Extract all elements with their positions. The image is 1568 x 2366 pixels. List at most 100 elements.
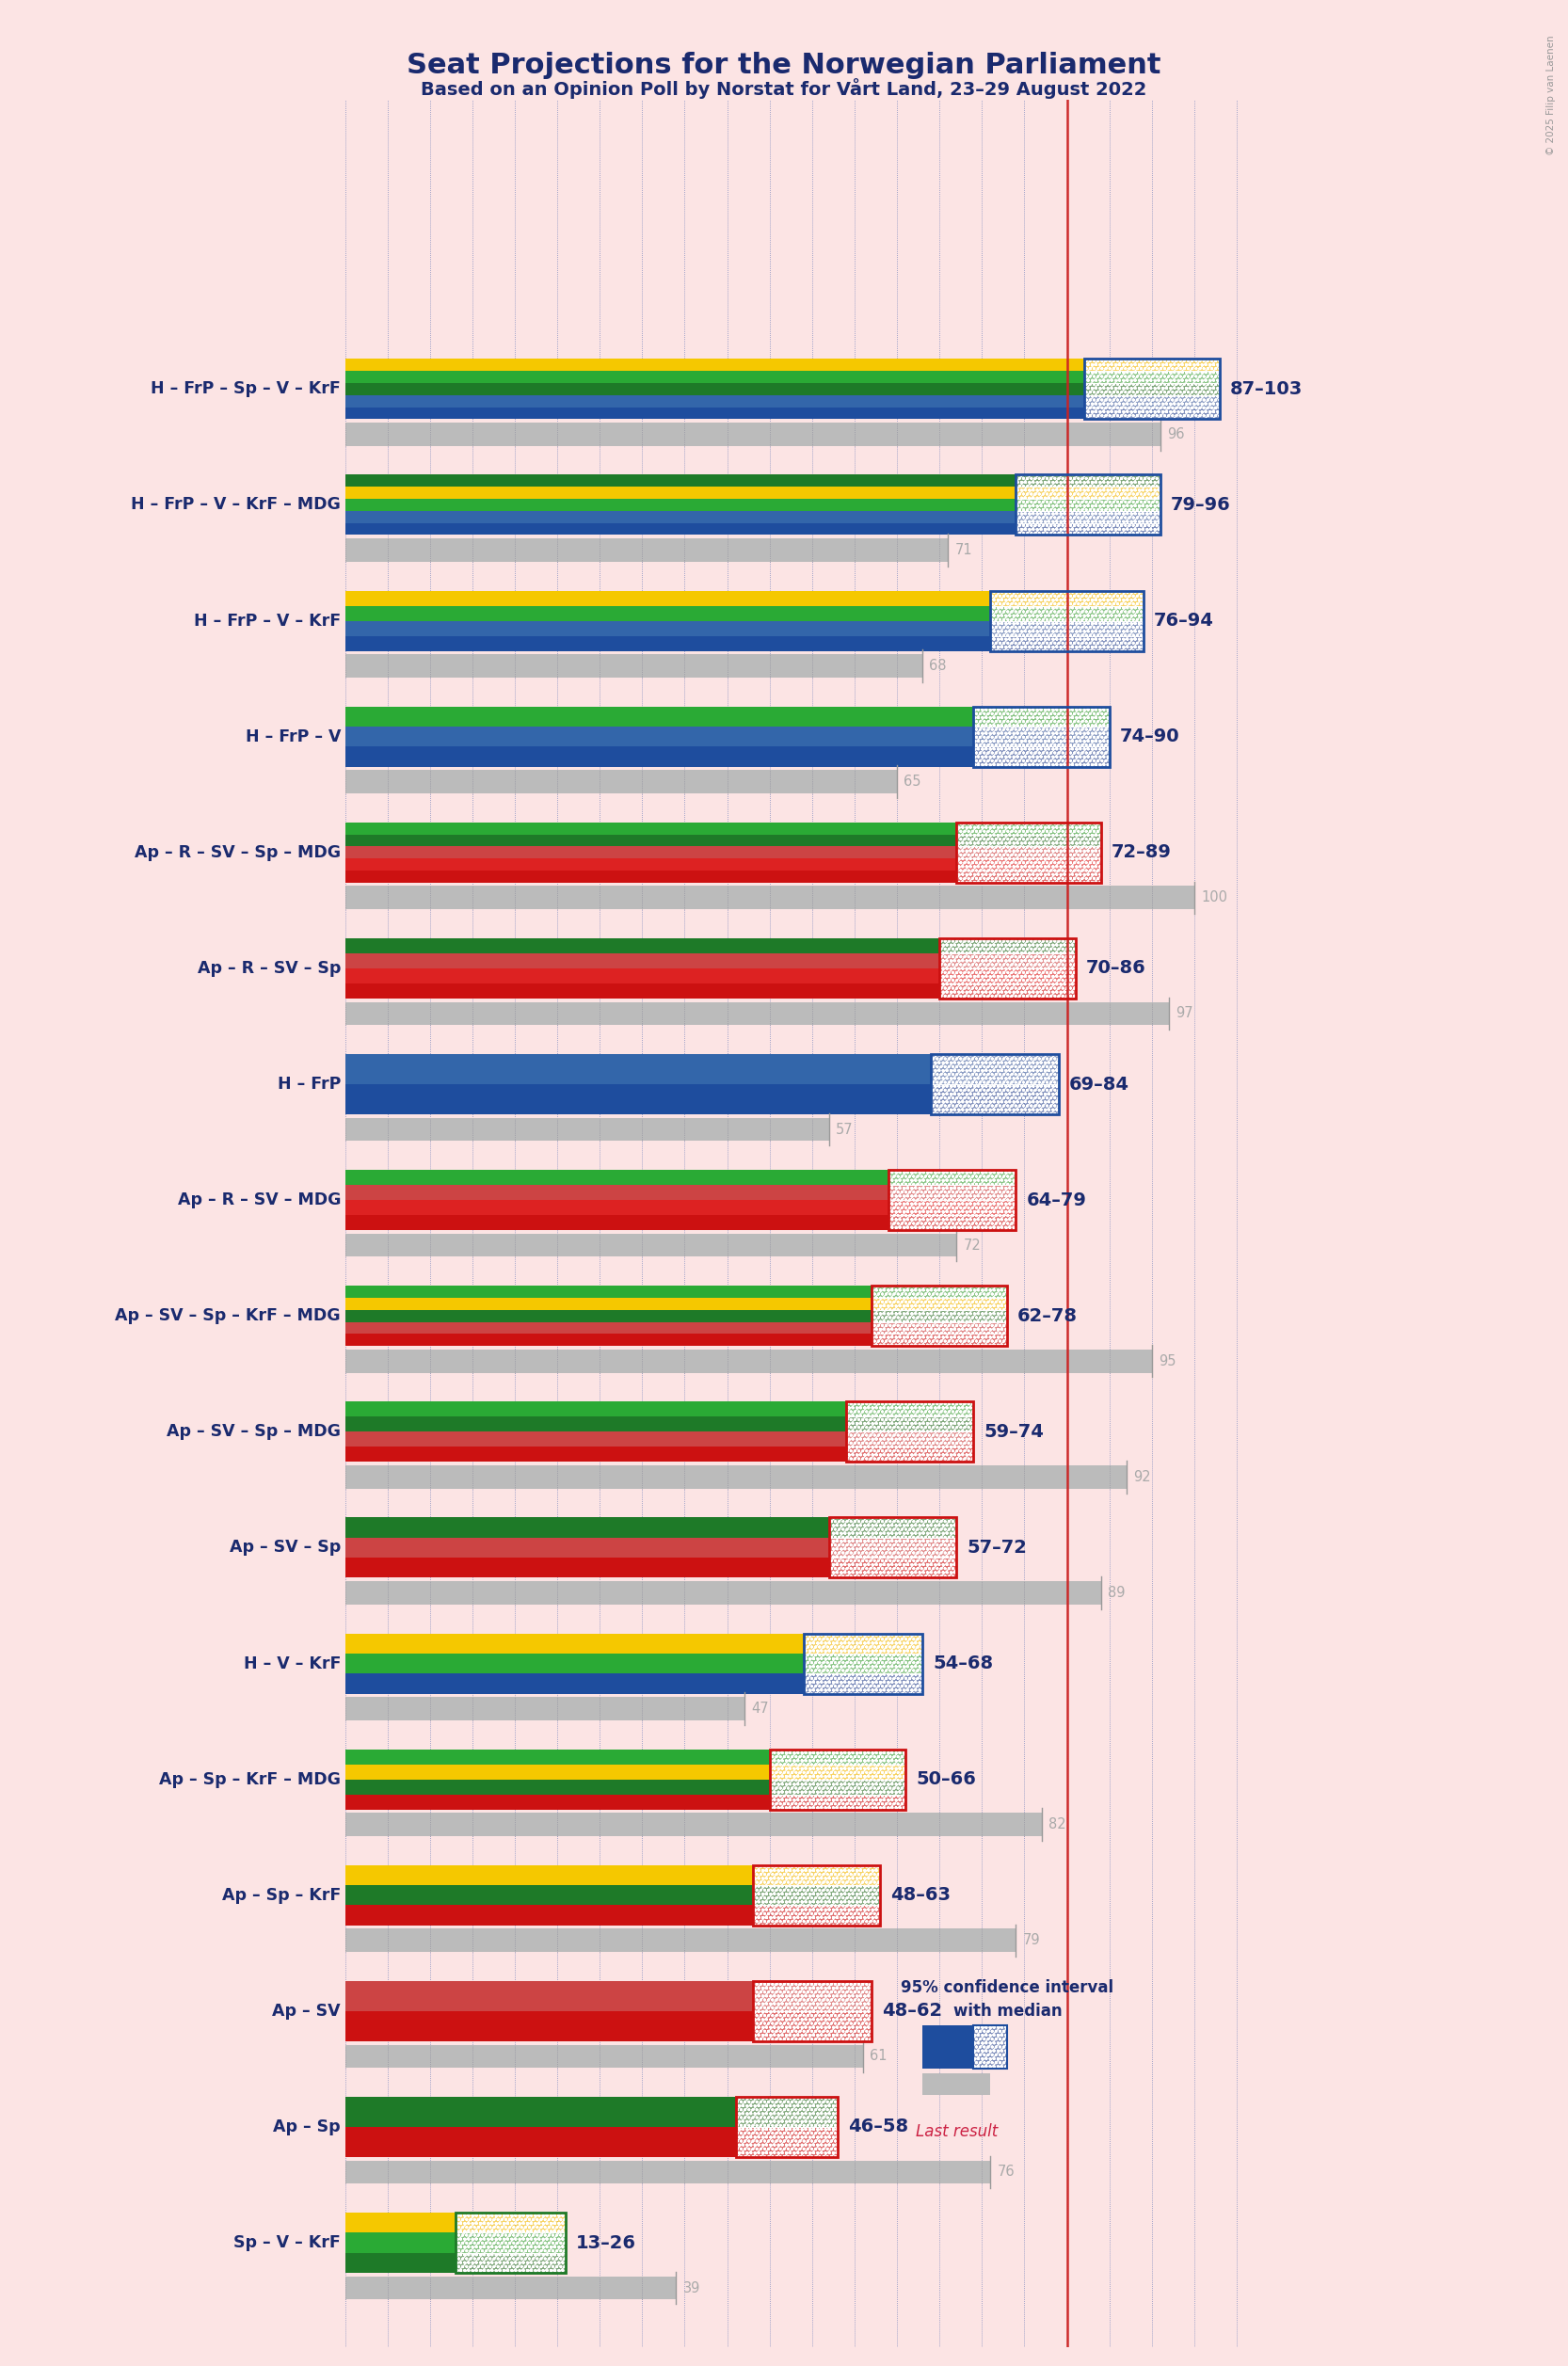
Text: 47: 47 <box>751 1701 768 1715</box>
Bar <box>931 1055 1058 1084</box>
Bar <box>345 1285 872 1299</box>
Bar <box>345 1084 931 1114</box>
Bar <box>735 2127 837 2158</box>
Bar <box>872 1311 1008 1323</box>
Bar <box>872 1334 1008 1346</box>
Bar <box>889 1185 1016 1200</box>
Bar <box>735 2127 837 2158</box>
Bar <box>753 1905 880 1926</box>
Bar <box>889 1200 1016 1216</box>
Bar <box>974 726 1110 748</box>
Bar <box>889 1185 1016 1200</box>
Bar <box>829 1517 956 1578</box>
Bar <box>889 1185 1016 1200</box>
Bar <box>770 1793 906 1810</box>
Bar <box>770 1779 906 1793</box>
Bar <box>939 984 1076 998</box>
Bar <box>889 1169 1016 1185</box>
Bar <box>803 1654 922 1673</box>
Bar <box>931 1055 1058 1114</box>
Bar <box>956 847 1101 859</box>
Bar <box>345 1538 829 1557</box>
Bar <box>345 1465 1126 1488</box>
Bar <box>345 1557 829 1578</box>
Bar <box>345 1431 847 1448</box>
Bar <box>922 2073 991 2094</box>
Bar <box>345 1765 770 1779</box>
Bar <box>345 1812 1041 1836</box>
Bar <box>931 1084 1058 1114</box>
Bar <box>770 1779 906 1793</box>
Text: 76–94: 76–94 <box>1154 613 1214 629</box>
Bar <box>1016 476 1160 535</box>
Bar <box>872 1311 1008 1323</box>
Bar <box>345 1905 753 1926</box>
Bar <box>974 2025 1007 2068</box>
Bar <box>1083 383 1220 395</box>
Bar <box>345 2252 455 2274</box>
Text: 95: 95 <box>1159 1353 1176 1368</box>
Bar <box>956 871 1101 883</box>
Bar <box>991 592 1143 606</box>
Text: 54–68: 54–68 <box>933 1654 993 1673</box>
Bar <box>991 636 1143 651</box>
Bar <box>931 1084 1058 1114</box>
Bar <box>956 823 1101 883</box>
Bar <box>1016 476 1160 487</box>
Bar <box>345 2011 753 2042</box>
Bar <box>1083 360 1220 371</box>
Bar <box>753 1864 880 1926</box>
Bar <box>847 1417 974 1431</box>
Text: 64–79: 64–79 <box>1025 1190 1087 1209</box>
Text: 95% confidence interval
with median: 95% confidence interval with median <box>902 1980 1113 2021</box>
Bar <box>1016 511 1160 523</box>
Bar <box>753 1980 872 2042</box>
Text: Ap – Sp: Ap – Sp <box>273 2118 340 2136</box>
Text: Seat Projections for the Norwegian Parliament: Seat Projections for the Norwegian Parli… <box>406 52 1162 80</box>
Bar <box>345 859 956 871</box>
Bar <box>847 1431 974 1448</box>
Bar <box>991 636 1143 651</box>
Bar <box>847 1431 974 1448</box>
Text: 79: 79 <box>1022 1933 1040 1947</box>
Bar <box>803 1633 922 1694</box>
Bar <box>847 1448 974 1462</box>
Bar <box>345 707 974 726</box>
Bar <box>939 953 1076 968</box>
Bar <box>345 939 939 953</box>
Bar <box>345 1696 745 1720</box>
Bar <box>345 499 1016 511</box>
Bar <box>1083 383 1220 395</box>
Bar <box>770 1748 906 1765</box>
Bar <box>1083 395 1220 407</box>
Text: 70–86: 70–86 <box>1085 958 1146 977</box>
Text: H – FrP – V – KrF – MDG: H – FrP – V – KrF – MDG <box>132 497 340 513</box>
Text: 48–63: 48–63 <box>891 1886 950 1905</box>
Text: 89: 89 <box>1107 1585 1126 1599</box>
Bar <box>345 835 956 847</box>
Bar <box>753 2011 872 2042</box>
Bar <box>345 655 922 677</box>
Bar <box>974 2025 1007 2068</box>
Text: H – FrP: H – FrP <box>278 1077 340 1093</box>
Bar <box>770 1765 906 1779</box>
Bar <box>753 1980 872 2011</box>
Bar <box>753 1905 880 1926</box>
Bar <box>956 871 1101 883</box>
Bar <box>991 606 1143 620</box>
Bar <box>991 606 1143 620</box>
Bar <box>872 1334 1008 1346</box>
Bar <box>345 1216 889 1230</box>
Bar <box>803 1673 922 1694</box>
Text: Ap – SV – Sp – KrF – MDG: Ap – SV – Sp – KrF – MDG <box>114 1308 340 1325</box>
Bar <box>345 360 1083 371</box>
Bar <box>1083 360 1220 419</box>
Bar <box>345 1299 872 1311</box>
Bar <box>974 726 1110 748</box>
Bar <box>889 1216 1016 1230</box>
Bar <box>345 968 939 984</box>
Text: 97: 97 <box>1176 1006 1193 1020</box>
Text: Ap – SV – Sp – MDG: Ap – SV – Sp – MDG <box>166 1424 340 1441</box>
Bar <box>735 2096 837 2127</box>
Text: Ap – R – SV – Sp – MDG: Ap – R – SV – Sp – MDG <box>135 845 340 861</box>
